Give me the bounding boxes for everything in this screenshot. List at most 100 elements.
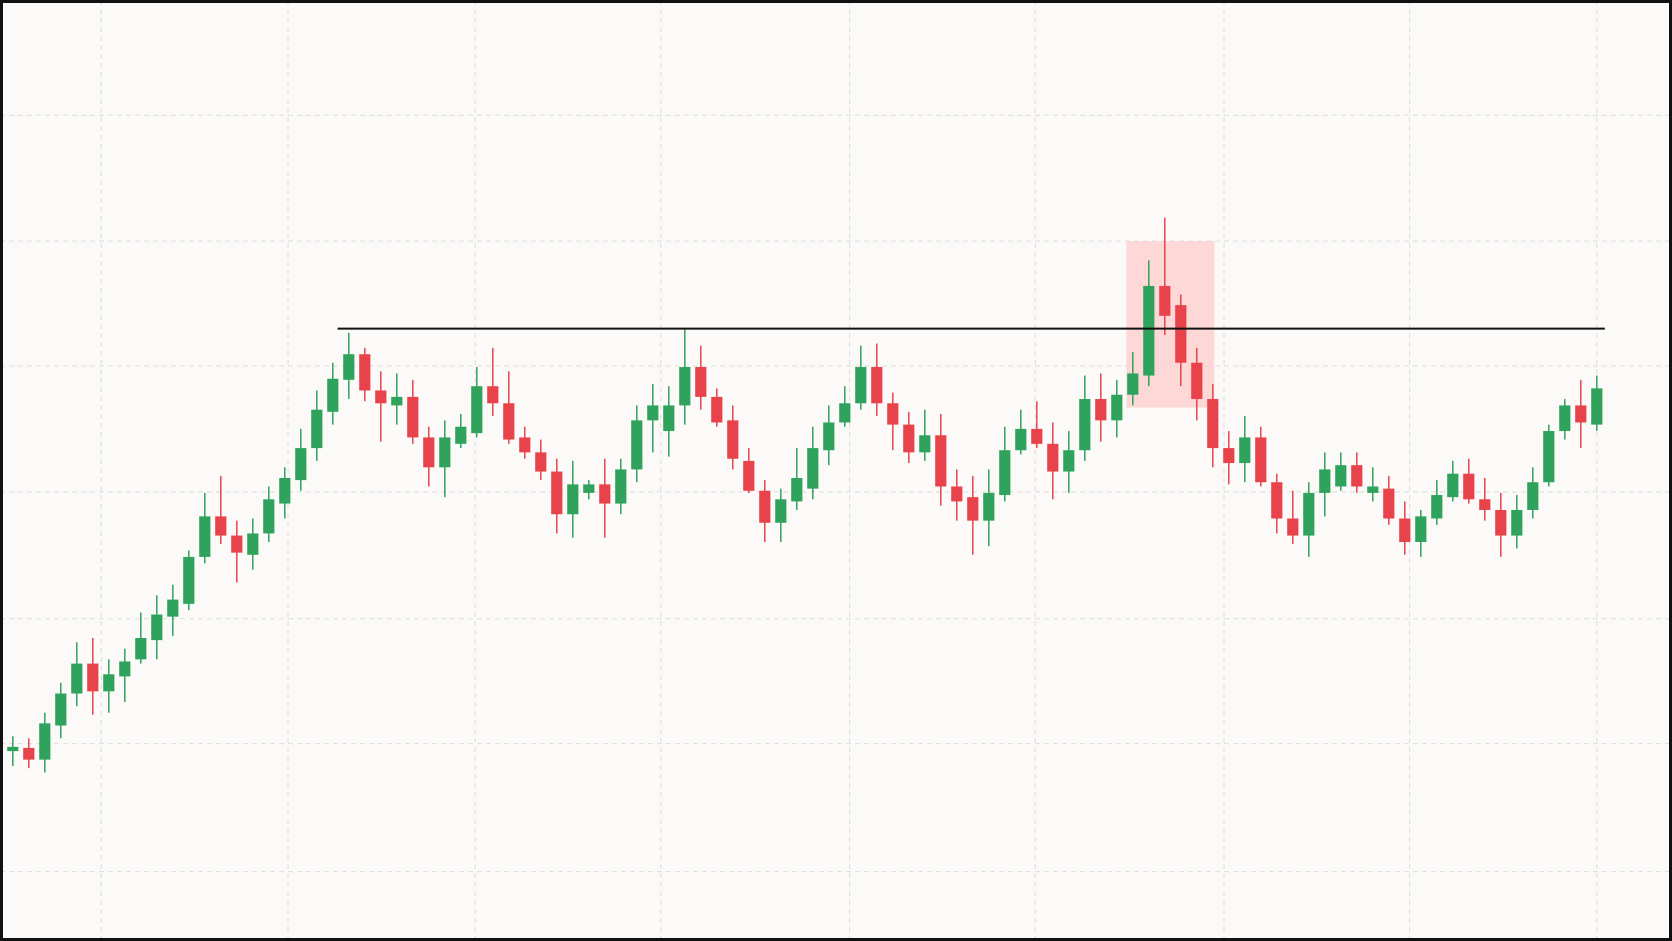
candle-body — [647, 405, 659, 421]
candle-body — [1431, 495, 1443, 519]
candle-body — [935, 435, 947, 487]
candle-body — [887, 403, 899, 425]
candle-body — [823, 422, 835, 451]
candle-body — [343, 354, 355, 380]
candle-body — [279, 477, 291, 504]
candle-body — [151, 614, 163, 641]
candle-body — [615, 469, 627, 504]
candle-body — [1175, 305, 1187, 363]
candle-body — [199, 516, 211, 557]
candle-body — [1511, 509, 1523, 536]
candle-body — [855, 367, 867, 404]
candle-body — [1335, 465, 1347, 487]
candle-body — [535, 452, 547, 472]
candle-body — [807, 448, 819, 489]
candle-body — [407, 396, 419, 438]
candle-body — [1543, 431, 1555, 483]
candle-body — [1047, 443, 1059, 472]
candle-body — [263, 499, 275, 534]
candle-body — [983, 492, 995, 521]
candle-body — [231, 535, 243, 553]
candle-body — [663, 405, 675, 432]
candle-body — [1479, 499, 1491, 510]
candle-body — [103, 674, 115, 692]
candle-body — [1287, 518, 1299, 536]
candle-body — [391, 396, 403, 406]
candle-body — [1159, 285, 1171, 316]
candle-body — [1415, 516, 1427, 542]
candle-body — [567, 484, 579, 515]
candle-body — [1079, 399, 1091, 451]
candle-body — [1319, 469, 1331, 493]
candle-body — [1031, 428, 1043, 444]
candle-body — [1303, 492, 1315, 536]
candle-body — [1591, 388, 1603, 425]
candle-body — [1447, 473, 1459, 498]
candle-body — [631, 420, 643, 470]
candle-body — [839, 403, 851, 423]
candle-body — [1095, 399, 1107, 421]
candle-body — [743, 460, 755, 491]
candle-body — [375, 390, 387, 404]
candle-body — [1463, 473, 1475, 500]
candle-body — [71, 663, 83, 694]
candle-body — [967, 497, 979, 521]
candle-body — [55, 693, 67, 726]
candle-body — [791, 477, 803, 502]
candle-body — [679, 367, 691, 406]
candle-body — [503, 403, 515, 440]
candle-body — [1351, 465, 1363, 487]
candle-body — [1207, 399, 1219, 449]
candle-body — [775, 499, 787, 523]
candle-body — [471, 386, 483, 434]
candle-body — [423, 437, 435, 468]
candle-body — [327, 378, 339, 412]
candle-body — [1255, 437, 1267, 483]
candle-body — [951, 486, 963, 502]
candle-body — [311, 409, 323, 449]
candle-body — [1223, 448, 1235, 464]
candle-body — [599, 484, 611, 504]
candle-body — [1063, 450, 1075, 472]
candle-body — [1575, 405, 1587, 423]
candle-body — [711, 396, 723, 423]
candle-body — [695, 367, 707, 397]
candle-body — [455, 426, 467, 444]
candle-body — [583, 484, 595, 493]
candle-body — [1559, 405, 1571, 432]
candle-body — [871, 367, 883, 404]
candle-body — [295, 448, 307, 481]
candle-body — [1143, 285, 1155, 376]
candle-body — [551, 471, 563, 515]
candle-body — [727, 420, 739, 459]
candles — [7, 217, 1603, 773]
candle-body — [167, 599, 179, 617]
candle-body — [1367, 486, 1379, 493]
candle-body — [1383, 488, 1395, 519]
candle-body — [519, 437, 531, 453]
candle-body — [1127, 373, 1139, 395]
candle-body — [999, 450, 1011, 496]
candle-body — [119, 661, 131, 677]
candle-body — [1399, 518, 1411, 542]
candle-body — [1111, 394, 1123, 421]
candle-body — [1015, 428, 1027, 451]
candle-body — [183, 556, 195, 604]
candle-body — [487, 386, 499, 404]
candle-body — [903, 424, 915, 453]
candle-body — [1495, 509, 1507, 536]
candle-body — [23, 747, 35, 760]
candle-body — [87, 663, 99, 692]
candle-body — [759, 490, 771, 523]
candle-body — [919, 435, 931, 453]
candle-body — [1271, 482, 1283, 519]
candle-body — [439, 437, 451, 468]
candle-body — [135, 638, 147, 660]
candle-body — [215, 516, 227, 536]
candle-body — [1191, 362, 1203, 400]
